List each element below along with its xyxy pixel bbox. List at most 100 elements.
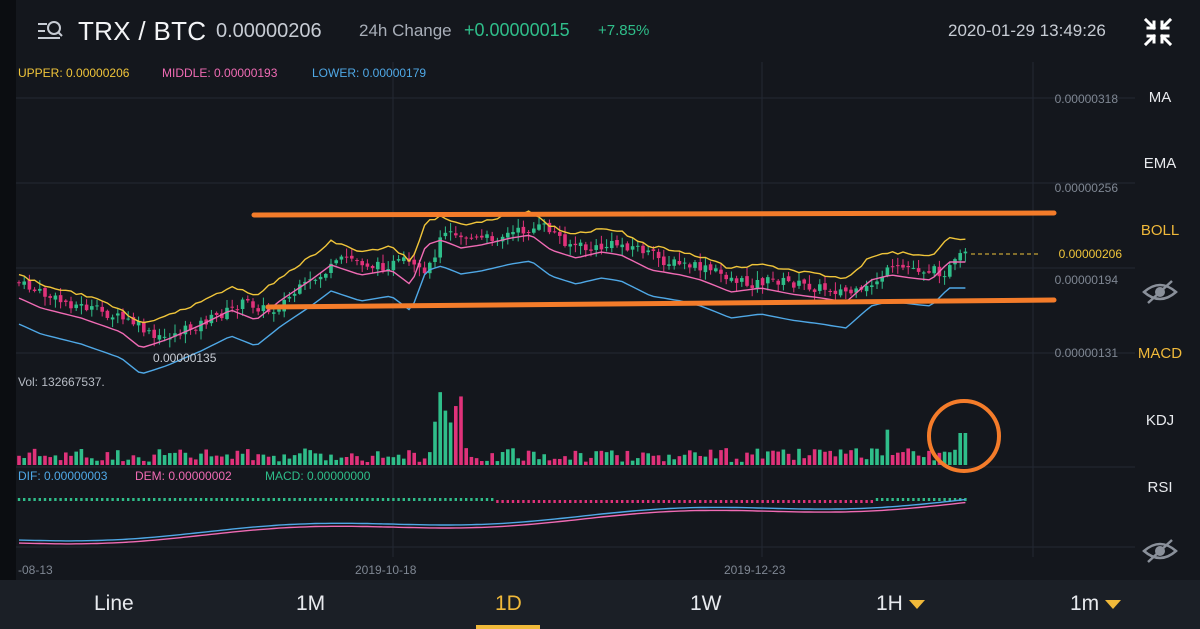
candlestick-chart[interactable]	[16, 62, 1135, 580]
hide-sub-indicator-eye-icon[interactable]	[1142, 537, 1178, 565]
candle	[136, 316, 141, 333]
macd-histogram-bar	[153, 498, 156, 501]
volume-bar	[547, 460, 552, 465]
volume-bar	[942, 451, 947, 465]
macd-histogram-bar	[553, 500, 556, 503]
volume-bar	[511, 448, 515, 465]
last-price: 0.00000206	[216, 20, 322, 42]
chart-area[interactable]: 0.00000318 0.00000256 0.00000206 0.00000…	[16, 62, 1135, 580]
candle	[272, 307, 276, 322]
volume-bar	[391, 457, 396, 465]
macd-value-label: MACD: 0.00000000	[265, 469, 371, 483]
macd-histogram-bar	[855, 500, 858, 503]
volume-bar	[350, 453, 354, 465]
candle	[152, 324, 156, 347]
candle	[563, 226, 567, 248]
candle	[693, 260, 697, 271]
indicator-kdj[interactable]: KDJ	[1145, 412, 1175, 429]
candle	[454, 226, 458, 239]
macd-histogram-bar	[600, 500, 603, 503]
candle	[828, 288, 832, 297]
candle	[641, 242, 645, 259]
macd-histogram-bar	[194, 498, 197, 501]
macd-histogram-bar	[647, 500, 650, 503]
volume-bar	[370, 455, 375, 465]
candle	[604, 239, 609, 252]
indicator-ma[interactable]: MA	[1148, 89, 1172, 106]
indicator-ema[interactable]: EMA	[1143, 155, 1177, 172]
macd-histogram-bar	[220, 498, 223, 501]
timeframe-1h-dropdown[interactable]: 1H	[876, 592, 925, 616]
macd-histogram-bar	[236, 498, 239, 501]
macd-histogram-bar	[496, 500, 499, 503]
header-bar: TRX / BTC 0.00000206 24h Change +0.00000…	[16, 0, 1200, 62]
indicator-macd[interactable]: MACD	[1137, 345, 1183, 362]
candle	[402, 251, 406, 265]
candle	[27, 274, 32, 293]
candle	[901, 259, 905, 271]
macd-histogram-bar	[751, 500, 754, 503]
macd-histogram-bar	[829, 500, 832, 503]
volume-bar	[360, 460, 364, 465]
macd-histogram-bar	[875, 498, 879, 501]
macd-histogram-bar	[454, 498, 457, 501]
macd-histogram-bar	[121, 498, 125, 501]
volume-bar	[287, 458, 292, 465]
timeframe-1m-month[interactable]: 1M	[296, 592, 326, 615]
candle	[480, 229, 484, 240]
timeframe-1d[interactable]: 1D	[495, 592, 522, 615]
volume-bar	[152, 454, 156, 465]
candle	[771, 271, 775, 282]
menu-search-icon[interactable]	[36, 16, 66, 46]
macd-histogram-bar	[844, 500, 847, 503]
macd-histogram-bar	[766, 500, 769, 503]
candle	[682, 257, 687, 270]
chevron-down-icon	[908, 599, 925, 609]
volume-bar	[84, 457, 89, 465]
volume-bars	[17, 392, 968, 465]
volume-spike-circle	[927, 399, 1001, 473]
candle	[256, 304, 260, 316]
candle	[225, 299, 229, 321]
macd-histogram-bar	[340, 498, 343, 501]
candle	[110, 314, 115, 328]
exit-fullscreen-icon[interactable]	[1142, 16, 1174, 48]
macd-histogram-bar	[283, 498, 286, 501]
macd-histogram-bar	[704, 500, 707, 503]
indicator-rsi[interactable]: RSI	[1147, 479, 1173, 496]
support-line	[265, 297, 1057, 310]
volume-bar	[526, 450, 531, 465]
candle	[558, 225, 562, 244]
macd-histogram-bar	[641, 500, 645, 503]
hide-main-indicator-eye-icon[interactable]	[1142, 278, 1178, 306]
candle	[927, 264, 931, 274]
volume-bar	[672, 459, 676, 465]
candle	[469, 233, 474, 241]
macd-histogram-bar	[147, 498, 151, 501]
volume-bar	[880, 455, 884, 465]
volume-bar	[376, 451, 380, 465]
volume-bar	[48, 457, 52, 465]
timeframe-line[interactable]: Line	[94, 592, 134, 615]
candle	[625, 241, 630, 252]
candle	[568, 239, 572, 255]
candle	[766, 274, 770, 291]
macd-histogram-bar	[168, 498, 171, 501]
macd-histogram-bar	[548, 500, 551, 503]
timeframe-1min-dropdown[interactable]: 1m	[1070, 592, 1122, 616]
indicator-boll[interactable]: BOLL	[1140, 222, 1180, 239]
timeframe-1w[interactable]: 1W	[690, 592, 722, 615]
macd-histogram-bar	[501, 500, 504, 503]
volume-bar	[90, 458, 94, 465]
candle	[22, 275, 26, 290]
macd-histogram-bar	[251, 498, 255, 501]
candle	[246, 295, 250, 303]
bollinger-bands	[18, 210, 966, 374]
candle	[672, 256, 676, 270]
volume-bar	[324, 460, 328, 465]
trading-pair[interactable]: TRX / BTC	[78, 16, 207, 46]
volume-bar	[402, 458, 406, 465]
macd-dif-line	[18, 498, 966, 542]
candle	[412, 252, 416, 273]
macd-histogram-bar	[740, 500, 743, 503]
